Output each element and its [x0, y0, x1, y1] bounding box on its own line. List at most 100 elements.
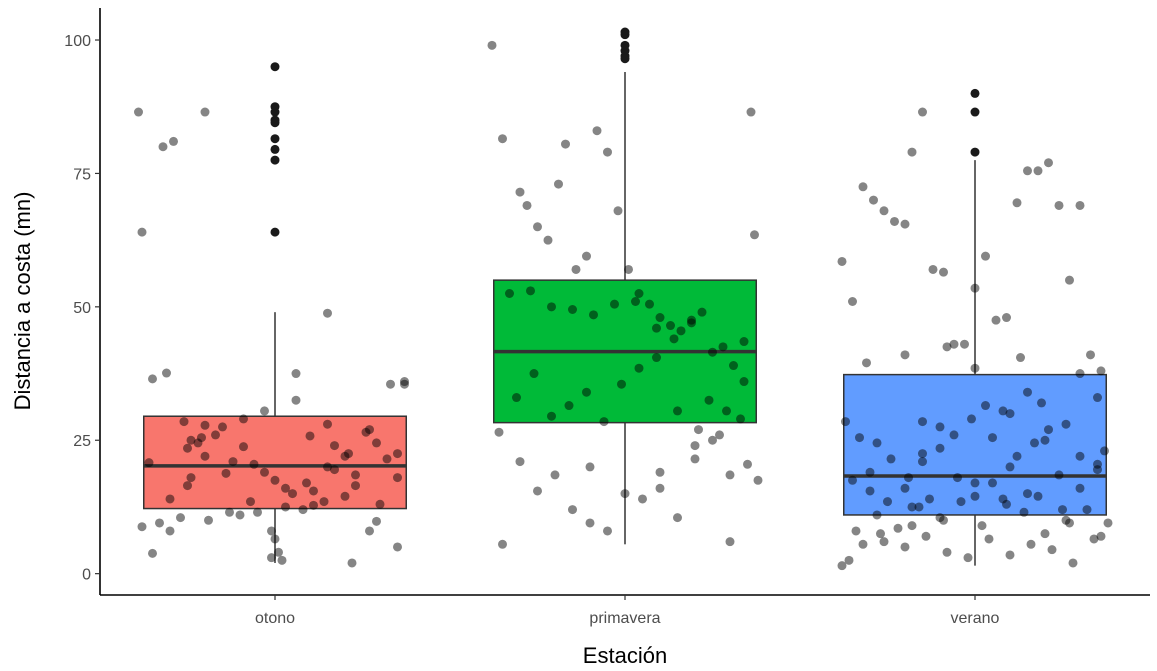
verano-jitter-point	[1068, 558, 1078, 568]
otono-jitter-point	[186, 435, 196, 445]
primavera-outlier-point	[620, 54, 630, 64]
primavera-jitter-point	[571, 264, 581, 274]
verano-jitter-point	[883, 497, 892, 507]
verano-jitter-point	[858, 539, 868, 549]
otono-jitter-point	[186, 473, 196, 483]
verano-jitter-point	[1044, 425, 1053, 435]
otono-jitter-point	[162, 368, 171, 378]
otono-jitter-point	[228, 457, 238, 467]
otono-jitter-point	[260, 467, 269, 477]
verano-jitter-point	[1002, 313, 1011, 323]
verano-jitter-point	[949, 339, 959, 349]
primavera-jitter-point	[543, 235, 553, 245]
otono-jitter-point	[260, 406, 269, 416]
otono-jitter-point	[281, 483, 290, 493]
verano-jitter-point	[1012, 451, 1022, 461]
otono-jitter-point	[323, 462, 332, 472]
otono-jitter-point	[270, 475, 280, 485]
otono-jitter-point	[309, 486, 318, 496]
y-tick-label: 50	[73, 300, 91, 317]
verano-jitter-point	[988, 478, 997, 488]
otono-jitter-point	[218, 422, 227, 432]
verano-jitter-point	[1002, 499, 1011, 509]
verano-jitter-point	[1093, 459, 1102, 469]
primavera-jitter-point	[634, 288, 644, 298]
otono-jitter-point	[225, 507, 234, 517]
verano-jitter-point	[925, 494, 934, 504]
otono-jitter-point	[193, 438, 203, 448]
primavera-jitter-point	[687, 318, 696, 328]
verano-jitter-point	[1005, 462, 1015, 472]
otono-jitter-point	[372, 438, 381, 448]
primavera-jitter-point	[631, 297, 640, 306]
otono-jitter-point	[169, 136, 178, 146]
verano-jitter-point	[1065, 518, 1074, 528]
otono-jitter-point	[372, 516, 381, 526]
verano-jitter-point	[865, 467, 875, 477]
otono-jitter-point	[239, 414, 248, 424]
primavera-jitter-point	[739, 377, 749, 387]
otono-jitter-point	[393, 542, 402, 552]
verano-jitter-point	[981, 401, 990, 411]
otono-jitter-point	[249, 459, 259, 469]
verano-jitter-point	[1086, 350, 1095, 360]
verano-jitter-point	[918, 107, 927, 117]
verano-jitter-point	[879, 537, 889, 547]
otono-jitter-point	[155, 518, 164, 528]
verano-jitter-point	[865, 486, 875, 496]
verano-jitter-point	[1005, 550, 1015, 560]
verano-jitter-point	[953, 473, 962, 483]
otono-jitter-point	[148, 548, 157, 558]
verano-jitter-point	[991, 315, 1001, 325]
verano-jitter-point	[1082, 505, 1092, 515]
primavera-jitter-point	[722, 406, 731, 416]
y-tick-label: 25	[73, 433, 91, 450]
primavera-jitter-point	[690, 441, 700, 451]
primavera-jitter-point	[505, 288, 514, 298]
verano-jitter-point	[942, 547, 952, 557]
primavera-jitter-point	[613, 206, 623, 216]
verano-jitter-point	[1023, 387, 1032, 397]
otono-jitter-point	[137, 522, 147, 532]
verano-jitter-point	[977, 521, 987, 531]
verano-jitter-point	[963, 553, 973, 563]
otono-jitter-point	[267, 553, 276, 563]
primavera-jitter-point	[547, 411, 556, 421]
otono-jitter-point	[277, 555, 287, 565]
verano-jitter-point	[998, 494, 1008, 504]
verano-jitter-point	[876, 529, 885, 539]
primavera-jitter-point	[704, 395, 714, 405]
otono-jitter-point	[309, 500, 318, 510]
primavera-jitter-point	[729, 361, 738, 371]
primavera-jitter-point	[753, 475, 763, 485]
y-tick-label: 0	[82, 567, 91, 584]
primavera-jitter-point	[673, 406, 682, 416]
verano-jitter-point	[890, 216, 899, 226]
verano-jitter-point	[949, 430, 959, 440]
verano-jitter-point	[900, 542, 910, 552]
verano-jitter-point	[914, 502, 924, 512]
verano-jitter-point	[939, 515, 948, 525]
primavera-jitter-point	[494, 427, 504, 437]
primavera-jitter-point	[564, 401, 574, 411]
primavera-jitter-point	[736, 414, 745, 424]
verano-jitter-point	[1026, 539, 1036, 549]
otono-jitter-point	[302, 478, 311, 488]
verano-jitter-point	[928, 264, 938, 274]
verano-jitter-point	[935, 513, 945, 523]
otono-jitter-point	[291, 369, 301, 379]
primavera-outlier-point	[620, 30, 630, 40]
otono-outlier-point	[270, 62, 280, 72]
verano-jitter-point	[848, 297, 857, 306]
verano-jitter-point	[886, 454, 896, 464]
otono-jitter-point	[351, 470, 360, 480]
otono-jitter-point	[323, 308, 332, 318]
primavera-jitter-point	[603, 147, 612, 157]
verano-jitter-point	[1093, 393, 1102, 403]
primavera-jitter-point	[666, 321, 675, 331]
verano-jitter-point	[1075, 369, 1085, 379]
verano-jitter-point	[998, 406, 1008, 416]
verano-jitter-point	[1023, 166, 1032, 176]
otono-jitter-point	[197, 433, 206, 443]
